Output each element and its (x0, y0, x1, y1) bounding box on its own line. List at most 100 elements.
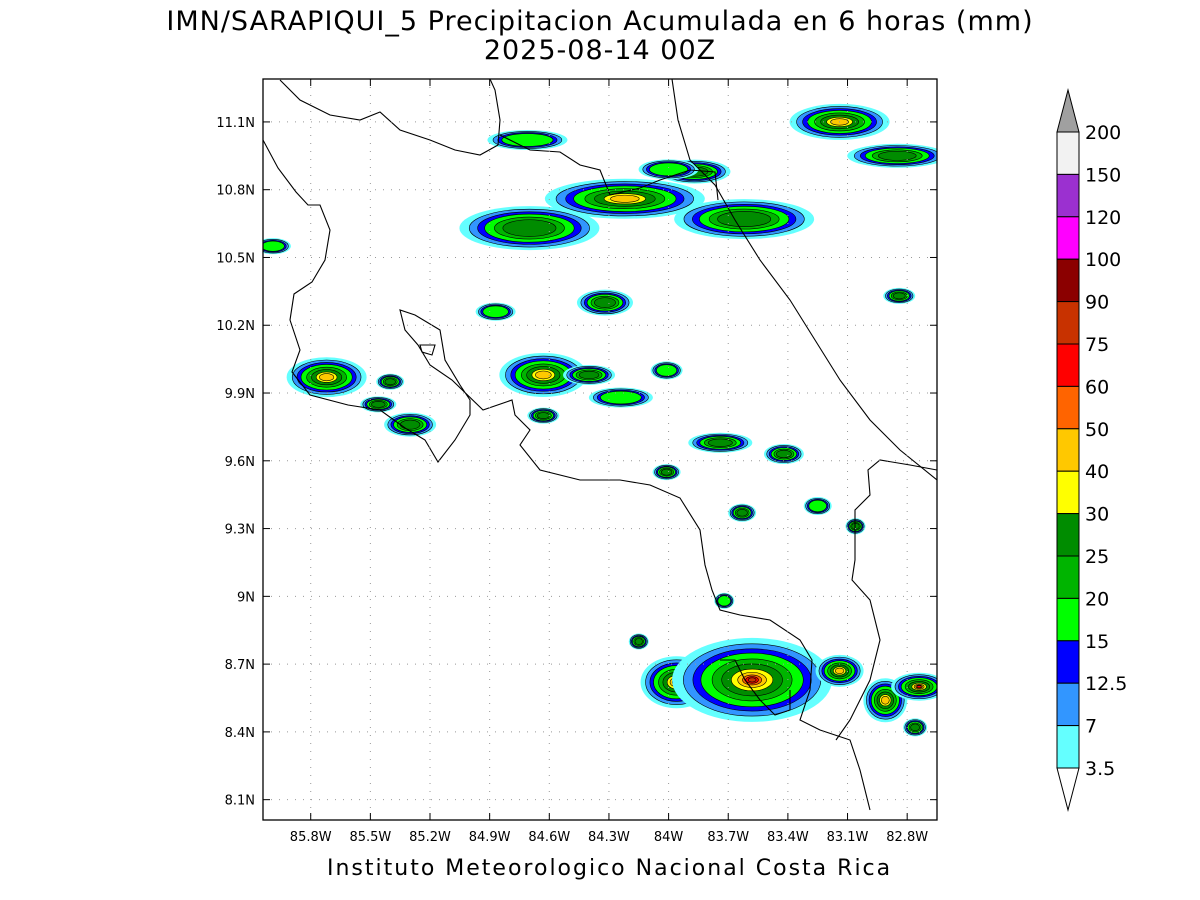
precip-cell (763, 444, 804, 465)
colorbar-label: 75 (1085, 334, 1109, 356)
osa-peninsula (720, 659, 791, 716)
precip-contour (717, 595, 731, 607)
lon-tick-label: 82.8W (886, 830, 928, 845)
precip-cell (563, 364, 616, 385)
precip-cell (815, 654, 864, 687)
precip-contour (578, 370, 600, 380)
lat-tick-label: 10.2N (216, 319, 255, 334)
axis-ticks: 85.8W 85.5W 85.2W 84.9W 84.6W 84.3W 84W 83.7W 83… (216, 79, 937, 845)
precip-cell (475, 302, 516, 321)
precip-contour (649, 162, 689, 177)
precip-cell (487, 129, 568, 150)
precip-contour (371, 400, 386, 408)
precip-contour (717, 211, 772, 227)
precip-cell (499, 352, 588, 397)
colorbar-swatch (1056, 555, 1080, 599)
precip-cell (672, 637, 833, 722)
precip-contour (399, 419, 421, 430)
precip-contour (707, 438, 733, 447)
lat-tick-label: 9.3N (225, 523, 255, 538)
lon-tick-label: 85.5W (349, 830, 391, 845)
precip-contour (482, 305, 509, 318)
map-frame (262, 78, 938, 821)
colorbar-label: 25 (1085, 546, 1109, 568)
colorbar-swatch (1056, 428, 1080, 472)
colorbar-label: 20 (1085, 588, 1109, 610)
precip-contour (535, 370, 552, 380)
precip-cell (652, 464, 681, 481)
colorbar-swatch (1056, 258, 1080, 303)
precip-contour (808, 499, 827, 513)
colorbar-swatch (1056, 513, 1080, 557)
lat-tick-label: 8.7N (225, 658, 255, 673)
colorbar-label: 50 (1085, 419, 1109, 441)
precip-contour (660, 468, 673, 476)
lake-shore (419, 344, 436, 356)
lat-tick-label: 11.1N (216, 116, 255, 131)
precip-contour (656, 364, 678, 377)
precip-cell (803, 496, 832, 515)
colorbar-swatch (1056, 640, 1080, 684)
lon-tick-label: 84W (654, 830, 684, 845)
chart-subtitle-date: 2025-08-14 00Z (483, 35, 717, 66)
colorbar-swatch (1056, 173, 1080, 218)
precip-contour (502, 219, 557, 237)
colorbar-swatch (1056, 725, 1080, 769)
precip-cell (576, 289, 633, 316)
colorbar-label: 60 (1085, 376, 1109, 398)
precip-cell (903, 718, 928, 737)
colorbar-swatch (1056, 131, 1080, 175)
precip-contour (736, 509, 748, 517)
precip-contour (600, 390, 642, 405)
nicaragua-border (279, 79, 501, 156)
panama-border (835, 459, 937, 741)
precip-contour (610, 194, 640, 203)
precip-contour (594, 297, 616, 308)
colorbar-label: 200 (1085, 122, 1121, 144)
precip-contour (834, 667, 845, 675)
lat-lon-grid (263, 79, 937, 820)
precip-contour (910, 723, 920, 732)
precip-cell (847, 143, 937, 168)
precip-cell (650, 361, 683, 380)
colorbar: 200 150 120 100 90 75 60 50 40 30 25 20 15 12.5 7 3.5 (1056, 88, 1127, 812)
colorbar-swatch (1056, 682, 1080, 727)
precip-cell (688, 432, 753, 453)
precip-cell (376, 373, 405, 390)
lat-tick-label: 9N (237, 590, 255, 605)
precip-contour (319, 373, 335, 382)
lat-tick-label: 8.4N (225, 726, 255, 741)
lon-tick-label: 84.9W (469, 830, 511, 845)
lat-tick-label: 9.9N (225, 387, 255, 402)
precip-contour (881, 696, 890, 705)
lon-tick-label: 83.4W (767, 830, 809, 845)
colorbar-swatch (1056, 301, 1080, 345)
lon-tick-label: 83.1W (827, 830, 869, 845)
precip-contour (776, 449, 792, 459)
precip-cell (263, 238, 291, 255)
lon-tick-label: 85.8W (290, 830, 332, 845)
precip-cell (459, 206, 600, 251)
precip-cell (384, 412, 437, 437)
colorbar-label: 15 (1085, 631, 1109, 653)
lon-tick-label: 84.6W (528, 830, 570, 845)
colorbar-swatch (1056, 385, 1080, 430)
precip-cell (638, 159, 699, 180)
lat-tick-label: 10.8N (216, 184, 255, 199)
precip-cell (628, 633, 649, 650)
colorbar-label: 120 (1085, 207, 1121, 229)
precip-cell (714, 592, 735, 609)
precip-cell (588, 387, 653, 408)
footer-credit: Instituto Meteorologico Nacional Costa R… (327, 856, 893, 881)
chart-title: IMN/SARAPIQUI_5 Precipitacion Acumulada … (166, 6, 1034, 37)
lon-tick-label: 85.2W (409, 830, 451, 845)
precip-cell (728, 503, 757, 522)
precip-contour (536, 412, 550, 419)
precip-cell (891, 672, 937, 701)
pacific-coast (263, 139, 871, 811)
precip-contour (263, 240, 285, 252)
nicaragua-border-south (499, 134, 719, 201)
precip-contour (634, 638, 643, 645)
colorbar-label: 3.5 (1085, 758, 1115, 780)
colorbar-swatch (1056, 470, 1080, 515)
